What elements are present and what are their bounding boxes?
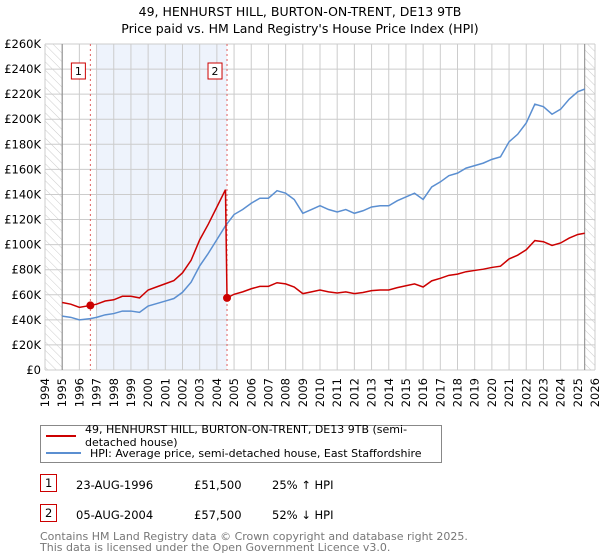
y-tick-label: £200K	[4, 112, 41, 126]
x-tick-label: 1996	[72, 378, 86, 407]
chart-subtitle: Price paid vs. HM Land Registry's House …	[121, 21, 479, 36]
x-tick-label: 2004	[210, 378, 224, 407]
x-tick-label: 2006	[244, 378, 258, 407]
x-tick-label: 2008	[279, 378, 293, 407]
y-tick-label: £220K	[4, 87, 41, 101]
sale-badge: 1	[40, 474, 58, 492]
footer-copyright: Contains HM Land Registry data © Crown c…	[40, 530, 468, 543]
sale-price: £57,500	[194, 508, 242, 522]
sale-hpi-diff: 25% ↑ HPI	[272, 478, 334, 492]
hpi-line	[62, 88, 585, 321]
x-tick-label: 2011	[330, 378, 344, 407]
y-tick-label: £40K	[12, 313, 42, 327]
x-tick-label: 1995	[55, 378, 69, 407]
sale-point	[223, 293, 232, 302]
x-tick-label: 2007	[261, 378, 275, 407]
sale-badge: 2	[40, 504, 58, 522]
sale-price: £51,500	[194, 478, 242, 492]
x-tick-label: 2001	[158, 378, 172, 407]
x-tick-label: 2022	[519, 378, 533, 407]
property-price-line	[62, 189, 585, 309]
sale-label: 2	[212, 65, 219, 78]
x-tick-label: 2016	[416, 378, 430, 407]
sale-label-box	[207, 62, 223, 80]
x-tick-label: 2013	[365, 378, 379, 407]
x-tick-label: 2009	[296, 378, 310, 407]
legend-swatch-hpi	[46, 452, 81, 454]
x-tick-label: 1997	[90, 378, 104, 407]
sale-date: 05-AUG-2004	[76, 508, 154, 522]
y-tick-label: £0	[26, 363, 41, 377]
y-tick-label: £140K	[4, 187, 41, 201]
x-tick-label: 2005	[227, 378, 241, 407]
y-tick-label: £120K	[4, 213, 41, 227]
sale-point	[86, 301, 95, 310]
x-tick-label: 2015	[399, 378, 413, 407]
footer-licence: This data is licensed under the Open Gov…	[40, 541, 391, 554]
sale-label: 1	[75, 65, 82, 78]
x-tick-label: 1999	[124, 378, 138, 407]
chart-title: 49, HENHURST HILL, BURTON-ON-TRENT, DE13…	[138, 4, 462, 19]
x-tick-label: 2020	[485, 378, 499, 407]
legend-label-hpi: HPI: Average price, semi-detached house,…	[90, 446, 422, 460]
shaded-period	[96, 44, 228, 370]
x-tick-label: 2024	[554, 378, 568, 407]
y-tick-label: £180K	[4, 137, 41, 151]
x-tick-label: 2003	[193, 378, 207, 407]
x-tick-label: 2018	[451, 378, 465, 407]
legend-label-property: 49, HENHURST HILL, BURTON-ON-TRENT, DE13…	[85, 423, 408, 449]
x-tick-label: 2019	[468, 378, 482, 407]
sale-hpi-diff: 52% ↓ HPI	[272, 508, 334, 522]
sale-label-box	[70, 62, 86, 80]
x-tick-label: 2012	[347, 378, 361, 407]
hatched-region-after	[584, 44, 595, 370]
y-tick-label: £80K	[12, 263, 42, 277]
x-tick-label: 1994	[38, 378, 52, 407]
y-tick-label: £60K	[12, 288, 42, 302]
x-tick-label: 2000	[141, 378, 155, 407]
y-tick-label: £240K	[4, 62, 41, 76]
sale-date: 23-AUG-1996	[76, 478, 154, 492]
hatched-region-before	[45, 44, 63, 370]
y-tick-label: £260K	[4, 37, 41, 51]
legend: 49, HENHURST HILL, BURTON-ON-TRENT, DE13…	[40, 423, 442, 463]
x-tick-label: 2010	[313, 378, 327, 407]
x-tick-label: 2026	[588, 378, 600, 407]
x-tick-label: 2025	[571, 378, 585, 407]
x-tick-label: 2023	[536, 378, 550, 407]
y-tick-label: £20K	[12, 338, 42, 352]
x-tick-label: 1998	[107, 378, 121, 407]
y-tick-label: £160K	[4, 162, 41, 176]
y-tick-label: £100K	[4, 238, 41, 252]
x-tick-label: 2017	[433, 378, 447, 407]
price-chart: 1994 1995 1996 1997 1998 1999 2000 2001 2002 2003…	[4, 37, 600, 407]
x-tick-label: 2002	[176, 378, 190, 407]
x-tick-label: 2014	[382, 378, 396, 407]
x-tick-label: 2021	[502, 378, 516, 407]
legend-swatch-property	[46, 435, 77, 437]
